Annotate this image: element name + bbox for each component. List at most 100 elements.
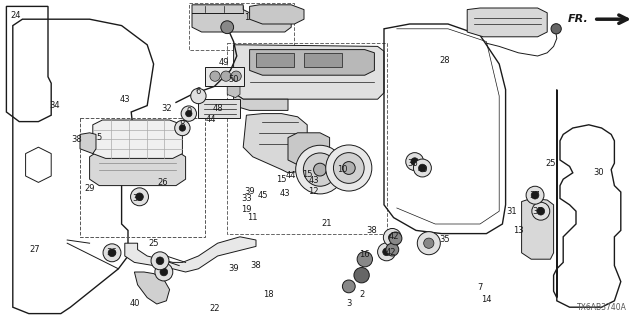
Circle shape (537, 207, 545, 215)
Bar (256, 53, 294, 67)
Text: 3: 3 (346, 300, 351, 308)
Circle shape (151, 252, 169, 270)
Text: 1: 1 (244, 13, 249, 22)
Text: 2: 2 (359, 290, 364, 299)
Polygon shape (227, 84, 240, 98)
Text: 38: 38 (251, 261, 261, 270)
Circle shape (406, 153, 424, 171)
Polygon shape (467, 8, 547, 37)
Text: 13: 13 (513, 226, 524, 235)
Text: 6: 6 (196, 87, 201, 96)
Circle shape (413, 159, 431, 177)
Circle shape (551, 24, 561, 34)
Circle shape (221, 21, 234, 34)
Circle shape (210, 71, 220, 81)
Text: 38: 38 (366, 226, 376, 235)
Circle shape (388, 234, 396, 241)
Circle shape (221, 71, 231, 81)
Text: 25: 25 (148, 239, 159, 248)
Text: 37: 37 (529, 191, 540, 200)
Text: 49: 49 (219, 58, 229, 67)
Circle shape (181, 106, 196, 121)
Circle shape (231, 71, 241, 81)
Polygon shape (125, 237, 256, 272)
Text: 42: 42 (388, 232, 399, 241)
Circle shape (526, 186, 544, 204)
Text: 48: 48 (212, 104, 223, 113)
Circle shape (175, 120, 190, 136)
Text: 34: 34 (49, 101, 60, 110)
Text: 21: 21 (321, 220, 332, 228)
Polygon shape (250, 5, 304, 24)
Circle shape (342, 162, 355, 174)
Circle shape (155, 263, 173, 281)
Circle shape (136, 193, 143, 201)
Text: 11: 11 (248, 213, 258, 222)
Circle shape (160, 268, 168, 276)
Text: 15: 15 (276, 175, 287, 184)
Text: 39: 39 (244, 188, 255, 196)
Polygon shape (234, 45, 384, 99)
Text: 33: 33 (241, 194, 252, 203)
Circle shape (389, 232, 402, 245)
Text: FR.: FR. (568, 14, 589, 24)
Circle shape (342, 280, 355, 293)
Bar (189, 3, 294, 50)
Circle shape (103, 244, 121, 262)
Text: 28: 28 (440, 56, 450, 65)
Text: 7: 7 (477, 284, 483, 292)
Text: 14: 14 (481, 295, 492, 304)
Text: 40: 40 (129, 300, 140, 308)
Circle shape (357, 252, 372, 267)
Text: 12: 12 (308, 188, 319, 196)
Bar (205, 67, 244, 86)
Circle shape (417, 232, 440, 255)
Circle shape (411, 158, 419, 165)
Circle shape (108, 249, 116, 257)
Text: 45: 45 (257, 191, 268, 200)
Circle shape (383, 228, 401, 246)
Text: 38: 38 (72, 135, 82, 144)
Text: 24: 24 (11, 12, 21, 20)
Text: 43: 43 (308, 176, 319, 185)
Circle shape (191, 88, 206, 104)
Polygon shape (522, 198, 554, 259)
Bar (227, 43, 387, 234)
Circle shape (314, 163, 326, 176)
Polygon shape (80, 133, 96, 154)
Text: 42: 42 (385, 248, 396, 257)
Polygon shape (288, 133, 330, 166)
Bar (80, 118, 205, 237)
Bar (198, 99, 240, 118)
Circle shape (333, 153, 364, 183)
Circle shape (531, 191, 539, 199)
Polygon shape (93, 120, 182, 158)
Polygon shape (234, 93, 288, 110)
Text: 32: 32 (161, 104, 172, 113)
Text: TX6AB3740A: TX6AB3740A (577, 303, 627, 312)
Text: 5: 5 (97, 133, 102, 142)
Text: 36: 36 (107, 248, 117, 257)
Polygon shape (243, 114, 307, 173)
Text: 35: 35 (440, 236, 450, 244)
Text: 36: 36 (132, 194, 143, 203)
Polygon shape (134, 272, 170, 304)
Text: 31: 31 (507, 207, 517, 216)
Circle shape (386, 243, 399, 256)
Circle shape (131, 188, 148, 206)
Text: 43: 43 (120, 95, 130, 104)
Text: 9: 9 (186, 108, 191, 116)
Circle shape (424, 238, 434, 248)
Polygon shape (90, 150, 186, 186)
Circle shape (383, 248, 390, 256)
Circle shape (303, 153, 337, 186)
Circle shape (179, 125, 186, 131)
Polygon shape (192, 5, 291, 32)
Text: 30: 30 (593, 168, 604, 177)
Text: 26: 26 (158, 178, 168, 187)
Text: 50: 50 (228, 76, 239, 84)
Text: 37: 37 (532, 207, 543, 216)
Text: 36: 36 (408, 159, 418, 168)
Text: 25: 25 (545, 159, 556, 168)
Text: 16: 16 (360, 250, 370, 259)
